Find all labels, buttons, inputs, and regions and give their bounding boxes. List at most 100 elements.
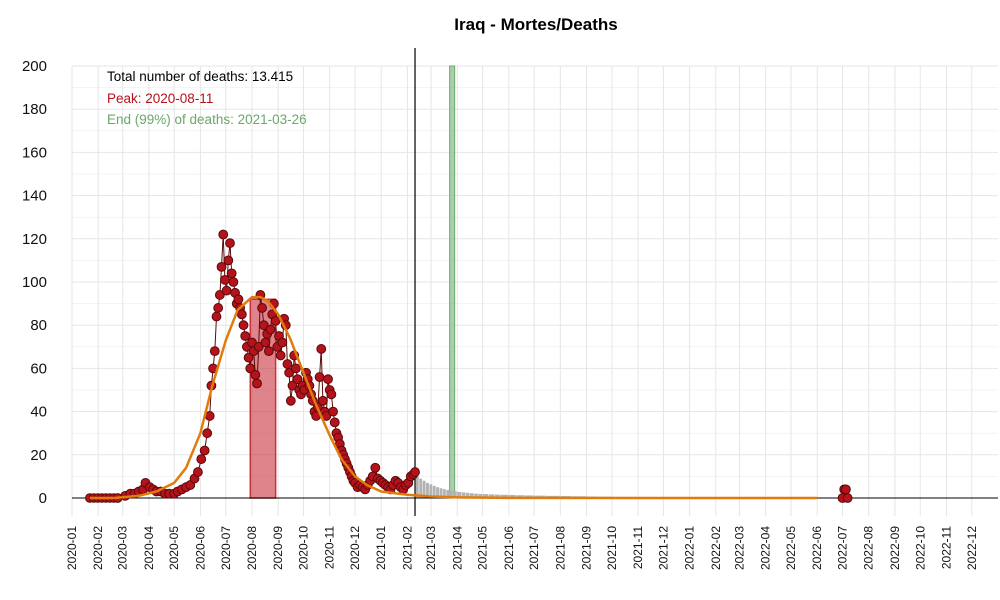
data-point-52 <box>253 341 264 352</box>
forecast-bar-17 <box>478 493 483 498</box>
chart-title: Iraq - Mortes/Deaths <box>454 15 617 34</box>
data-point-54 <box>257 303 268 313</box>
forecast-bar-0 <box>415 476 419 498</box>
forecast-bar-11 <box>453 491 457 498</box>
y-tick-label-7: 140 <box>22 188 47 205</box>
x-tick-label-30: 2022-07 <box>836 526 850 570</box>
x-tick-label-15: 2021-04 <box>450 526 464 570</box>
data-point-93 <box>323 374 333 385</box>
data-point-50 <box>250 369 261 380</box>
x-tick-label-33: 2022-10 <box>913 526 927 570</box>
x-tick-label-31: 2022-08 <box>862 526 876 570</box>
data-point-28 <box>213 303 224 313</box>
annotation-peak: Peak: 2020-08-11 <box>107 91 213 106</box>
y-tick-label-4: 80 <box>30 317 47 334</box>
x-tick-label-25: 2022-02 <box>709 526 723 570</box>
x-tick-label-32: 2022-09 <box>888 526 902 570</box>
forecast-bar-8 <box>442 489 446 498</box>
forecast-bar-14 <box>465 492 470 498</box>
x-tick-label-18: 2021-07 <box>527 526 541 570</box>
y-tick-label-3: 60 <box>30 360 47 377</box>
y-tick-label-10: 200 <box>22 58 47 75</box>
x-tick-label-19: 2021-08 <box>553 526 567 570</box>
data-point-58 <box>263 346 274 357</box>
x-tick-label-26: 2022-03 <box>732 526 746 570</box>
annotation-total-deaths: Total number of deaths: 13.415 <box>107 69 293 84</box>
forecast-bar-20 <box>494 494 500 498</box>
x-tick-label-20: 2021-09 <box>580 526 594 570</box>
data-point-72 <box>287 380 298 391</box>
forecast-bar-5 <box>432 485 436 498</box>
forecast-bar-13 <box>461 492 466 498</box>
data-point-46 <box>243 352 254 363</box>
x-tick-label-7: 2020-08 <box>245 526 259 570</box>
data-point-47 <box>245 363 256 374</box>
data-point-136 <box>841 484 851 495</box>
x-tick-label-29: 2022-06 <box>810 526 824 570</box>
y-tick-label-6: 120 <box>22 231 47 248</box>
data-point-66 <box>277 337 288 348</box>
data-point-97 <box>329 417 340 428</box>
forecast-bar-23 <box>516 495 525 498</box>
curve-layer <box>89 295 818 500</box>
data-point-31 <box>218 229 229 240</box>
data-point-70 <box>284 367 295 378</box>
data-point-27 <box>211 311 222 322</box>
data-point-26 <box>209 346 220 357</box>
forecast-bar-10 <box>449 490 453 498</box>
end-band <box>449 65 456 499</box>
x-tick-label-23: 2021-12 <box>656 526 670 570</box>
x-tick-label-22: 2021-11 <box>631 526 645 569</box>
forecast-bar-21 <box>500 494 509 498</box>
forecast-bar-1 <box>419 478 423 498</box>
data-point-34 <box>223 255 234 266</box>
data-point-19 <box>192 467 203 477</box>
data-point-20 <box>196 454 207 465</box>
x-tick-label-24: 2022-01 <box>683 526 697 570</box>
forecast-bar-2 <box>422 480 426 498</box>
y-tick-label-9: 180 <box>22 101 47 118</box>
forecast-bar-15 <box>469 493 474 498</box>
forecast-bars-layer <box>415 476 685 498</box>
data-point-42 <box>236 309 247 320</box>
x-tick-label-34: 2022-11 <box>939 526 953 569</box>
data-point-35 <box>225 238 235 249</box>
data-point-90 <box>318 395 328 406</box>
data-point-21 <box>199 445 210 456</box>
data-point-133 <box>410 467 420 477</box>
x-tick-label-11: 2020-12 <box>348 526 362 570</box>
data-point-51 <box>252 378 262 389</box>
x-tick-label-8: 2020-09 <box>271 526 285 570</box>
forecast-bar-12 <box>457 491 461 498</box>
x-tick-label-10: 2020-11 <box>323 526 337 569</box>
data-point-33 <box>221 285 232 296</box>
annotation-end: End (99%) of deaths: 2021-03-26 <box>107 112 307 127</box>
data-point-88 <box>314 372 325 382</box>
data-point-96 <box>328 406 338 417</box>
data-point-40 <box>233 294 244 305</box>
x-tick-label-4: 2020-05 <box>167 526 181 570</box>
x-tick-label-16: 2021-05 <box>476 526 490 570</box>
x-tick-label-12: 2021-01 <box>374 526 388 570</box>
y-tick-label-5: 100 <box>22 274 47 291</box>
data-point-89 <box>316 344 327 354</box>
ticks-layer: 0 20 40 60 80 100 120 140 160 180 200 2020-01 2020-0… <box>22 58 979 570</box>
x-tick-label-5: 2020-06 <box>193 526 207 570</box>
data-point-71 <box>285 395 296 406</box>
data-point-56 <box>260 337 271 348</box>
y-tick-label-1: 20 <box>30 447 47 464</box>
data-point-117 <box>370 462 381 473</box>
x-tick-label-21: 2021-10 <box>605 526 619 570</box>
x-tick-label-2: 2020-03 <box>116 526 130 570</box>
y-tick-label-0: 0 <box>39 490 47 507</box>
x-tick-label-14: 2021-03 <box>424 526 438 570</box>
data-point-69 <box>282 359 293 369</box>
y-tick-label-2: 40 <box>30 404 47 421</box>
x-tick-label-28: 2022-05 <box>784 526 798 570</box>
data-point-37 <box>228 277 239 287</box>
data-point-22 <box>202 428 213 439</box>
forecast-bar-22 <box>508 494 516 498</box>
forecast-bar-6 <box>436 487 440 498</box>
annotations: Total number of deaths: 13.415 Peak: 202… <box>107 69 307 127</box>
